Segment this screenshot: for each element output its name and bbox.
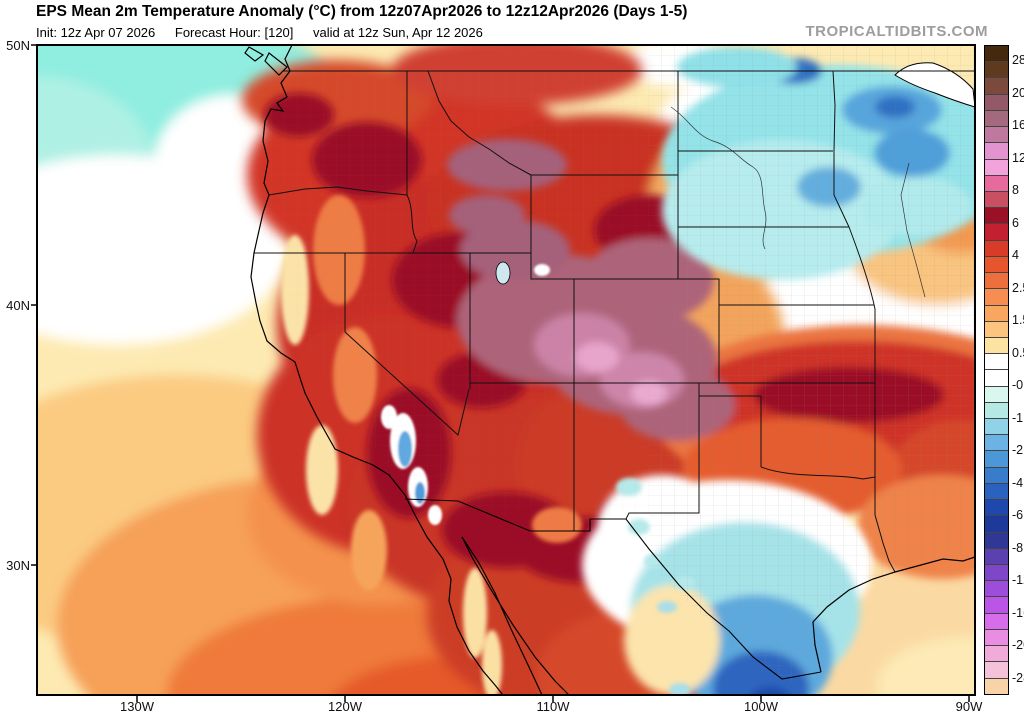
valid-time-label: valid at 12z Sun, Apr 12 2026 bbox=[313, 25, 483, 40]
colorbar-box bbox=[985, 77, 1008, 94]
colorbar-box bbox=[985, 466, 1008, 483]
colorbar-label: 6 bbox=[1012, 215, 1019, 230]
colorbar-label: -4 bbox=[1012, 475, 1024, 490]
colorbar-label: -2.5 bbox=[1012, 443, 1024, 458]
colorbar-box bbox=[985, 46, 1008, 62]
colorbar-label: 4 bbox=[1012, 248, 1019, 263]
colorbar-label: -8 bbox=[1012, 540, 1024, 555]
lon-tick-label: 120W bbox=[328, 699, 362, 714]
colorbar-box bbox=[985, 401, 1008, 419]
forecast-hour-label: Forecast Hour: [120] bbox=[174, 25, 294, 40]
colorbar-box bbox=[985, 661, 1008, 678]
init-time-label: Init: 12z Apr 07 2026 bbox=[36, 25, 156, 40]
colorbar-label: 20 bbox=[1012, 85, 1024, 100]
colorbar-box bbox=[985, 158, 1008, 175]
colorbar-box bbox=[985, 628, 1008, 646]
colorbar-box bbox=[985, 434, 1008, 451]
colorbar-box bbox=[985, 612, 1008, 629]
colorbar-label: -20 bbox=[1012, 638, 1024, 653]
watermark-tropicaltidbits: TROPICALTIDBITS.COM bbox=[805, 23, 988, 40]
colorbar-box bbox=[985, 61, 1008, 78]
lon-tick-label: 130W bbox=[120, 699, 154, 714]
colorbar-box bbox=[985, 547, 1008, 564]
colorbar-box bbox=[985, 645, 1008, 662]
colorbar-box bbox=[985, 93, 1008, 110]
colorbar-box bbox=[985, 369, 1008, 386]
colorbar-box bbox=[985, 109, 1008, 127]
state-borders bbox=[254, 70, 975, 573]
colorbar bbox=[984, 45, 1009, 695]
colorbar-label: -16 bbox=[1012, 605, 1024, 620]
colorbar-label: 8 bbox=[1012, 183, 1019, 198]
lat-tick-label: 50N bbox=[6, 38, 30, 53]
county-grid bbox=[247, 45, 975, 685]
colorbar-box bbox=[985, 677, 1008, 694]
colorbar-box bbox=[985, 255, 1008, 273]
colorbar-box bbox=[985, 207, 1008, 224]
colorbar-label: 16 bbox=[1012, 118, 1024, 133]
colorbar-box bbox=[985, 288, 1008, 305]
colorbar-label: 2.5 bbox=[1012, 280, 1024, 295]
colorbar-label: 12 bbox=[1012, 150, 1024, 165]
colorbar-box bbox=[985, 336, 1008, 354]
colorbar-box bbox=[985, 499, 1008, 516]
axis-ticks bbox=[31, 44, 970, 702]
lat-tick-label: 40N bbox=[6, 298, 30, 313]
colorbar-label: -0.5 bbox=[1012, 378, 1024, 393]
colorbar-label: -28 bbox=[1012, 670, 1024, 685]
coastline bbox=[244, 45, 975, 695]
missouri-river bbox=[670, 106, 926, 298]
colorbar-label: -12 bbox=[1012, 573, 1024, 588]
colorbar-box bbox=[985, 531, 1008, 548]
colorbar-box bbox=[985, 190, 1008, 208]
lon-tick-label: 100W bbox=[744, 699, 778, 714]
lon-tick-label: 110W bbox=[536, 699, 570, 714]
colorbar-box bbox=[985, 239, 1008, 256]
mexico-border bbox=[404, 498, 822, 680]
colorbar-box bbox=[985, 564, 1008, 581]
colorbar-box bbox=[985, 482, 1008, 500]
colorbar-box bbox=[985, 450, 1008, 467]
lon-tick-label: 90W bbox=[955, 699, 983, 714]
colorbar-box bbox=[985, 385, 1008, 402]
colorbar-box bbox=[985, 353, 1008, 370]
colorbar-box bbox=[985, 142, 1008, 159]
colorbar-label: 1.5 bbox=[1012, 313, 1024, 328]
colorbar-label: 0.5 bbox=[1012, 345, 1024, 360]
colorbar-box bbox=[985, 580, 1008, 597]
colorbar-box bbox=[985, 596, 1008, 613]
colorbar-label: -6 bbox=[1012, 508, 1024, 523]
chart-subtitle: Init: 12z Apr 07 2026 Forecast Hour: [12… bbox=[36, 25, 499, 40]
colorbar-box bbox=[985, 418, 1008, 435]
colorbar-box bbox=[985, 174, 1008, 191]
great-salt-lake bbox=[495, 261, 511, 285]
colorbar-box bbox=[985, 304, 1008, 321]
colorbar-box bbox=[985, 223, 1008, 240]
colorbar-box bbox=[985, 320, 1008, 337]
colorbar-box bbox=[985, 272, 1008, 289]
lat-tick-label: 30N bbox=[6, 558, 30, 573]
colorbar-label: 28 bbox=[1012, 53, 1024, 68]
colorbar-box bbox=[985, 126, 1008, 143]
colorbar-label: -1.5 bbox=[1012, 410, 1024, 425]
colorbar-box bbox=[985, 515, 1008, 532]
map-frame bbox=[36, 44, 976, 696]
chart-title: EPS Mean 2m Temperature Anomaly (°C) fro… bbox=[36, 3, 688, 20]
